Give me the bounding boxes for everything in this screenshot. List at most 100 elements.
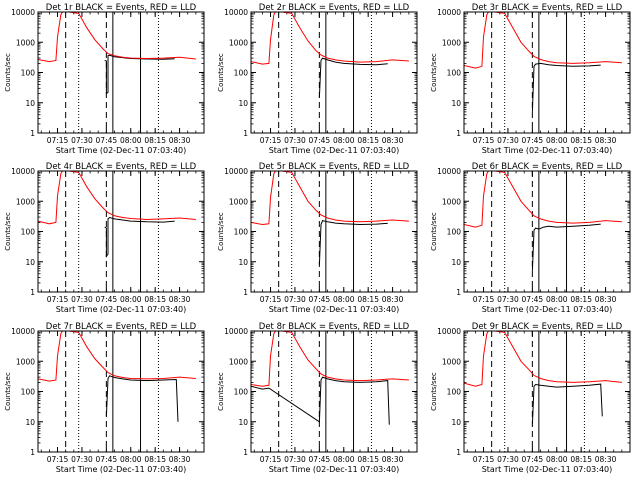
- y-tick-label: 1000: [442, 357, 461, 366]
- y-axis-label: Counts/sec: [217, 212, 225, 251]
- y-axis-label: Counts/sec: [430, 53, 438, 92]
- x-tick-label: 07:15: [473, 455, 495, 464]
- y-tick-label: 1: [456, 448, 461, 457]
- y-axis-label: Counts/sec: [217, 372, 225, 411]
- detector-panel: Det 1r BLACK = Events, RED = LLD Counts/s…: [4, 3, 205, 155]
- y-axis-label: Counts/sec: [430, 372, 438, 411]
- y-tick-label: 1: [30, 129, 35, 138]
- x-axis-label: Start Time (02-Dec-11 07:03:40): [56, 465, 187, 474]
- x-tick-label: 07:45: [96, 136, 118, 145]
- y-tick-label: 1000: [442, 197, 461, 206]
- x-tick-label: 07:45: [309, 295, 331, 304]
- plot-frame: [463, 330, 631, 453]
- y-tick-label: 10000: [224, 8, 248, 17]
- panel-title: Det 1r BLACK = Events, RED = LLD: [46, 3, 197, 13]
- y-tick-label: 10: [238, 99, 248, 108]
- plot-frame: [463, 11, 631, 134]
- x-tick-label: 08:30: [595, 136, 617, 145]
- x-tick-label: 08:15: [357, 136, 379, 145]
- y-tick-label: 1000: [229, 197, 248, 206]
- y-tick-label: 10: [238, 418, 248, 427]
- events-series-line: [104, 216, 175, 259]
- x-tick-label: 08:15: [357, 455, 379, 464]
- y-axis-label: Counts/sec: [430, 212, 438, 251]
- y-tick-label: 100: [234, 69, 249, 78]
- events-series-line: [251, 376, 390, 425]
- x-axis-label: Start Time (02-Dec-11 07:03:40): [482, 465, 613, 474]
- y-tick-label: 10000: [437, 327, 461, 336]
- events-series-line: [105, 375, 179, 422]
- x-tick-label: 07:15: [473, 136, 495, 145]
- y-axis-label: Counts/sec: [4, 53, 12, 92]
- lld-series-line: [251, 12, 409, 65]
- y-tick-label: 10: [451, 418, 461, 427]
- detector-panel: Det 8r BLACK = Events, RED = LLD Counts/s…: [217, 322, 418, 474]
- x-tick-label: 07:30: [71, 455, 93, 464]
- x-tick-label: 08:15: [357, 295, 379, 304]
- x-tick-label: 07:15: [473, 295, 495, 304]
- x-tick-label: 08:00: [546, 455, 568, 464]
- events-series-line: [318, 57, 388, 98]
- y-tick-label: 1: [243, 129, 248, 138]
- y-tick-label: 10: [451, 258, 461, 267]
- x-tick-label: 07:45: [522, 136, 544, 145]
- y-tick-label: 1000: [16, 357, 35, 366]
- detector-panel: Det 7r BLACK = Events, RED = LLD Counts/s…: [4, 322, 205, 474]
- y-tick-label: 10: [238, 258, 248, 267]
- detector-panel: Det 3r BLACK = Events, RED = LLD Counts/s…: [430, 3, 631, 155]
- y-axis-label: Counts/sec: [4, 372, 12, 411]
- x-tick-label: 07:15: [260, 295, 282, 304]
- x-tick-label: 08:00: [546, 136, 568, 145]
- panel-title: Det 9r BLACK = Events, RED = LLD: [472, 322, 623, 332]
- panel-title: Det 6r BLACK = Events, RED = LLD: [472, 162, 623, 172]
- x-tick-label: 07:45: [522, 295, 544, 304]
- y-tick-label: 10000: [437, 8, 461, 17]
- x-tick-label: 08:30: [595, 455, 617, 464]
- y-tick-label: 1000: [442, 38, 461, 47]
- x-tick-label: 08:30: [169, 295, 191, 304]
- detector-panel: Det 2r BLACK = Events, RED = LLD Counts/s…: [217, 3, 418, 155]
- events-series-line: [531, 383, 603, 425]
- x-tick-label: 07:45: [96, 455, 118, 464]
- panel-title: Det 2r BLACK = Events, RED = LLD: [259, 3, 410, 13]
- x-tick-label: 07:45: [309, 136, 331, 145]
- x-tick-label: 08:15: [144, 136, 166, 145]
- x-tick-label: 07:30: [497, 455, 519, 464]
- panel-title: Det 3r BLACK = Events, RED = LLD: [472, 3, 623, 13]
- plot-frame: [37, 330, 205, 453]
- x-tick-label: 08:00: [120, 136, 142, 145]
- x-tick-label: 08:00: [333, 455, 355, 464]
- x-tick-label: 08:15: [570, 136, 592, 145]
- y-tick-label: 10000: [11, 327, 35, 336]
- x-tick-label: 07:30: [497, 136, 519, 145]
- detector-panel: Det 6r BLACK = Events, RED = LLD Counts/s…: [430, 162, 631, 314]
- x-tick-label: 08:30: [382, 455, 404, 464]
- lld-series-line: [251, 331, 409, 387]
- lld-series-line: [38, 12, 196, 63]
- plot-frame: [250, 330, 418, 453]
- plot-frame: [37, 11, 205, 134]
- x-tick-label: 07:45: [309, 455, 331, 464]
- detector-panel: Det 5r BLACK = Events, RED = LLD Counts/s…: [217, 162, 418, 314]
- events-series-line: [531, 62, 601, 112]
- x-axis-label: Start Time (02-Dec-11 07:03:40): [269, 465, 400, 474]
- x-tick-label: 08:30: [595, 295, 617, 304]
- x-tick-label: 07:30: [71, 136, 93, 145]
- x-axis-label: Start Time (02-Dec-11 07:03:40): [269, 305, 400, 314]
- y-axis-label: Counts/sec: [4, 212, 12, 251]
- x-tick-label: 07:15: [47, 136, 69, 145]
- x-tick-label: 08:00: [546, 295, 568, 304]
- y-tick-label: 1: [243, 448, 248, 457]
- y-tick-label: 10000: [437, 167, 461, 176]
- x-tick-label: 08:30: [382, 295, 404, 304]
- y-tick-label: 100: [21, 228, 36, 237]
- x-tick-label: 07:15: [260, 136, 282, 145]
- y-tick-label: 100: [21, 388, 36, 397]
- y-tick-label: 10000: [224, 327, 248, 336]
- x-tick-label: 08:30: [382, 136, 404, 145]
- x-tick-label: 07:30: [497, 295, 519, 304]
- y-tick-label: 10000: [224, 167, 248, 176]
- y-tick-label: 100: [447, 69, 462, 78]
- x-tick-label: 07:30: [284, 136, 306, 145]
